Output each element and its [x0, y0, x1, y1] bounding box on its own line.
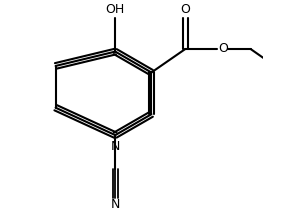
Text: OH: OH: [106, 3, 125, 16]
Text: N: N: [110, 140, 120, 153]
Text: N: N: [110, 198, 120, 211]
Text: O: O: [180, 3, 190, 16]
Text: O: O: [219, 43, 229, 56]
